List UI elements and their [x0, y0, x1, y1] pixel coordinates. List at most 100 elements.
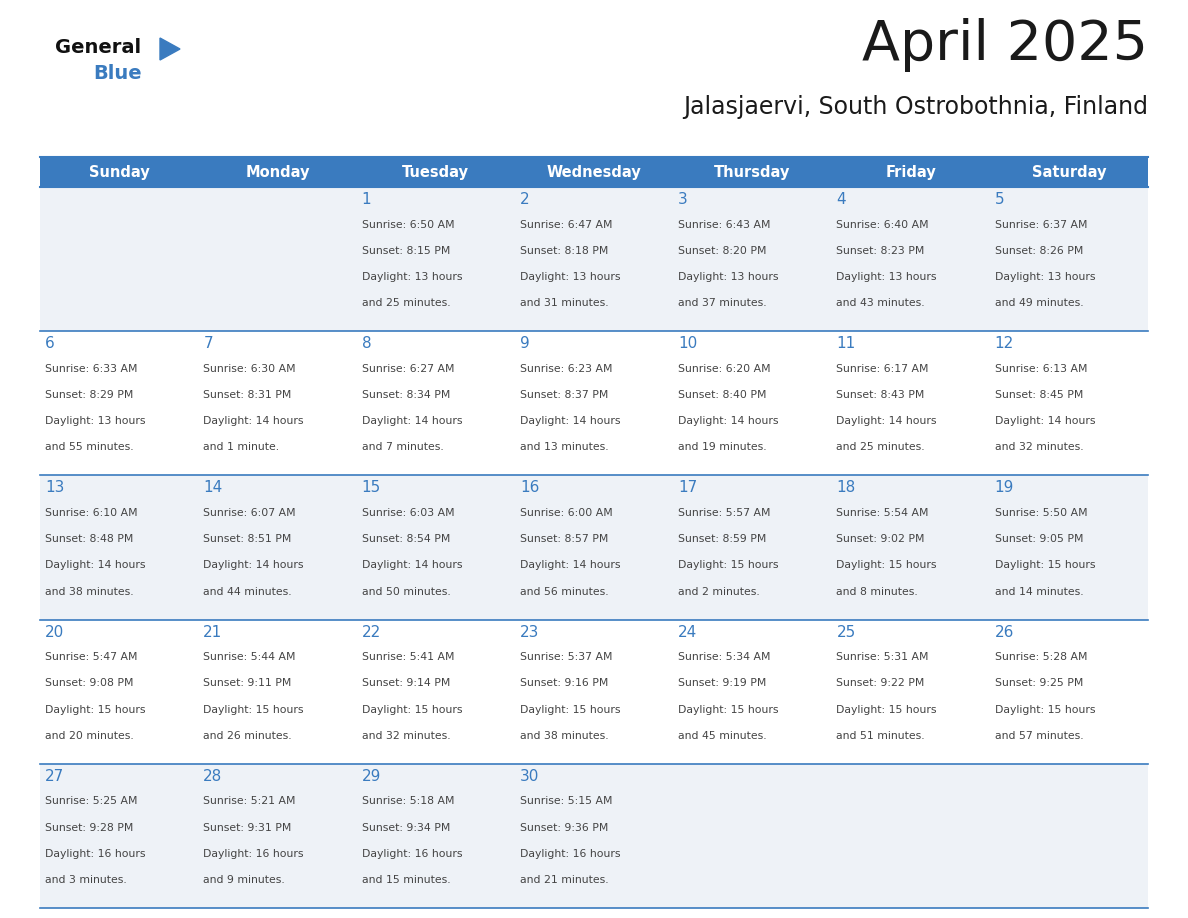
Text: 7: 7: [203, 336, 213, 352]
Text: Daylight: 16 hours: Daylight: 16 hours: [520, 849, 620, 858]
Text: Daylight: 16 hours: Daylight: 16 hours: [203, 849, 304, 858]
Text: 27: 27: [45, 768, 64, 784]
Text: Daylight: 15 hours: Daylight: 15 hours: [994, 705, 1095, 714]
Text: Sunrise: 5:44 AM: Sunrise: 5:44 AM: [203, 652, 296, 662]
Text: and 9 minutes.: and 9 minutes.: [203, 875, 285, 885]
Text: Sunrise: 5:34 AM: Sunrise: 5:34 AM: [678, 652, 771, 662]
Bar: [356, 157, 514, 187]
Text: Daylight: 13 hours: Daylight: 13 hours: [836, 272, 937, 282]
Text: Daylight: 15 hours: Daylight: 15 hours: [203, 705, 304, 714]
Bar: [990, 157, 1148, 187]
Text: Sunset: 8:31 PM: Sunset: 8:31 PM: [203, 390, 292, 400]
Text: Sunrise: 6:00 AM: Sunrise: 6:00 AM: [520, 508, 613, 518]
Text: Sunrise: 6:03 AM: Sunrise: 6:03 AM: [361, 508, 454, 518]
Text: 20: 20: [45, 624, 64, 640]
Text: 13: 13: [45, 480, 64, 496]
Text: Daylight: 15 hours: Daylight: 15 hours: [994, 560, 1095, 570]
Text: and 32 minutes.: and 32 minutes.: [994, 442, 1083, 453]
Text: and 19 minutes.: and 19 minutes.: [678, 442, 766, 453]
Text: Sunrise: 5:21 AM: Sunrise: 5:21 AM: [203, 796, 296, 806]
Text: Sunrise: 5:54 AM: Sunrise: 5:54 AM: [836, 508, 929, 518]
Text: and 13 minutes.: and 13 minutes.: [520, 442, 608, 453]
Text: Daylight: 14 hours: Daylight: 14 hours: [361, 416, 462, 426]
Text: and 45 minutes.: and 45 minutes.: [678, 731, 766, 741]
Text: and 31 minutes.: and 31 minutes.: [520, 298, 608, 308]
Text: Daylight: 15 hours: Daylight: 15 hours: [520, 705, 620, 714]
Text: 21: 21: [203, 624, 222, 640]
Text: 28: 28: [203, 768, 222, 784]
Text: 2: 2: [520, 192, 530, 207]
Text: 9: 9: [520, 336, 530, 352]
Text: Daylight: 15 hours: Daylight: 15 hours: [836, 705, 937, 714]
Text: Sunrise: 5:47 AM: Sunrise: 5:47 AM: [45, 652, 138, 662]
Text: and 44 minutes.: and 44 minutes.: [203, 587, 292, 597]
Text: and 37 minutes.: and 37 minutes.: [678, 298, 766, 308]
Text: and 25 minutes.: and 25 minutes.: [361, 298, 450, 308]
Text: April 2025: April 2025: [862, 18, 1148, 72]
Text: 19: 19: [994, 480, 1015, 496]
Text: General: General: [55, 38, 141, 57]
Text: Sunrise: 6:13 AM: Sunrise: 6:13 AM: [994, 364, 1087, 374]
Bar: [514, 157, 674, 187]
Text: Sunset: 8:23 PM: Sunset: 8:23 PM: [836, 246, 924, 256]
Text: Daylight: 13 hours: Daylight: 13 hours: [994, 272, 1095, 282]
Text: Thursday: Thursday: [714, 164, 790, 180]
Text: Sunset: 9:31 PM: Sunset: 9:31 PM: [203, 823, 292, 833]
Text: Sunrise: 5:28 AM: Sunrise: 5:28 AM: [994, 652, 1087, 662]
Text: Sunrise: 5:50 AM: Sunrise: 5:50 AM: [994, 508, 1087, 518]
Text: Sunrise: 5:25 AM: Sunrise: 5:25 AM: [45, 796, 138, 806]
Text: Sunset: 8:34 PM: Sunset: 8:34 PM: [361, 390, 450, 400]
Text: Daylight: 15 hours: Daylight: 15 hours: [678, 705, 778, 714]
Bar: [40, 620, 1148, 764]
Text: Daylight: 14 hours: Daylight: 14 hours: [836, 416, 937, 426]
Text: Daylight: 15 hours: Daylight: 15 hours: [836, 560, 937, 570]
Text: Sunrise: 6:47 AM: Sunrise: 6:47 AM: [520, 219, 612, 230]
Text: and 51 minutes.: and 51 minutes.: [836, 731, 925, 741]
Text: Sunrise: 6:33 AM: Sunrise: 6:33 AM: [45, 364, 138, 374]
Text: Friday: Friday: [885, 164, 936, 180]
Text: and 21 minutes.: and 21 minutes.: [520, 875, 608, 885]
Text: Sunrise: 5:41 AM: Sunrise: 5:41 AM: [361, 652, 454, 662]
Text: and 38 minutes.: and 38 minutes.: [520, 731, 608, 741]
Text: and 32 minutes.: and 32 minutes.: [361, 731, 450, 741]
Text: and 26 minutes.: and 26 minutes.: [203, 731, 292, 741]
Text: 12: 12: [994, 336, 1015, 352]
Text: 5: 5: [994, 192, 1004, 207]
Text: Sunset: 9:34 PM: Sunset: 9:34 PM: [361, 823, 450, 833]
Text: Daylight: 16 hours: Daylight: 16 hours: [361, 849, 462, 858]
Bar: [674, 157, 832, 187]
Text: Sunset: 8:26 PM: Sunset: 8:26 PM: [994, 246, 1083, 256]
Text: Sunset: 8:54 PM: Sunset: 8:54 PM: [361, 534, 450, 544]
Text: 16: 16: [520, 480, 539, 496]
Text: and 8 minutes.: and 8 minutes.: [836, 587, 918, 597]
Text: 6: 6: [45, 336, 55, 352]
Text: Daylight: 13 hours: Daylight: 13 hours: [520, 272, 620, 282]
Text: 3: 3: [678, 192, 688, 207]
Text: Sunset: 8:40 PM: Sunset: 8:40 PM: [678, 390, 766, 400]
Text: Sunset: 9:11 PM: Sunset: 9:11 PM: [203, 678, 292, 688]
Text: Monday: Monday: [245, 164, 310, 180]
Text: and 7 minutes.: and 7 minutes.: [361, 442, 443, 453]
Text: and 20 minutes.: and 20 minutes.: [45, 731, 134, 741]
Text: Sunset: 8:51 PM: Sunset: 8:51 PM: [203, 534, 292, 544]
Text: Wednesday: Wednesday: [546, 164, 642, 180]
Text: Sunrise: 6:43 AM: Sunrise: 6:43 AM: [678, 219, 771, 230]
Text: and 57 minutes.: and 57 minutes.: [994, 731, 1083, 741]
Bar: [40, 157, 198, 187]
Text: and 50 minutes.: and 50 minutes.: [361, 587, 450, 597]
Text: Daylight: 14 hours: Daylight: 14 hours: [45, 560, 145, 570]
Text: Sunrise: 5:57 AM: Sunrise: 5:57 AM: [678, 508, 771, 518]
Bar: [40, 187, 1148, 331]
Text: Sunrise: 5:18 AM: Sunrise: 5:18 AM: [361, 796, 454, 806]
Text: Sunrise: 5:15 AM: Sunrise: 5:15 AM: [520, 796, 612, 806]
Text: Sunset: 8:37 PM: Sunset: 8:37 PM: [520, 390, 608, 400]
Text: Sunrise: 6:20 AM: Sunrise: 6:20 AM: [678, 364, 771, 374]
Text: Daylight: 13 hours: Daylight: 13 hours: [361, 272, 462, 282]
Text: Sunset: 8:18 PM: Sunset: 8:18 PM: [520, 246, 608, 256]
Text: Blue: Blue: [93, 64, 141, 83]
Text: Sunrise: 6:30 AM: Sunrise: 6:30 AM: [203, 364, 296, 374]
Text: Sunset: 8:20 PM: Sunset: 8:20 PM: [678, 246, 766, 256]
Text: Sunset: 9:19 PM: Sunset: 9:19 PM: [678, 678, 766, 688]
Text: Daylight: 14 hours: Daylight: 14 hours: [203, 560, 304, 570]
Text: and 38 minutes.: and 38 minutes.: [45, 587, 133, 597]
